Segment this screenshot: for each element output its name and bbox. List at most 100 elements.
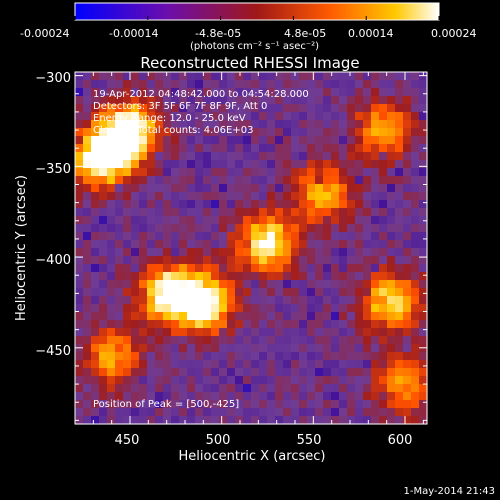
heatmap-cell	[267, 112, 276, 121]
heatmap-cell	[91, 72, 100, 81]
heatmap-cell	[195, 96, 204, 105]
heatmap-cell	[283, 160, 292, 169]
heatmap-cell	[195, 384, 204, 393]
heatmap-cell	[267, 176, 276, 185]
heatmap-cell	[299, 384, 308, 393]
heatmap-cell	[203, 312, 212, 321]
heatmap-cell	[371, 240, 380, 249]
heatmap-cell	[187, 264, 196, 273]
heatmap-cell	[211, 168, 220, 177]
heatmap-cell	[203, 160, 212, 169]
heatmap-cell	[187, 80, 196, 89]
heatmap-cell	[307, 152, 316, 161]
heatmap-cell	[259, 216, 268, 225]
heatmap-cell	[131, 120, 140, 129]
heatmap-cell	[99, 264, 108, 273]
heatmap-cell	[251, 72, 260, 81]
heatmap-cell	[243, 336, 252, 345]
heatmap-cell	[339, 248, 348, 257]
heatmap-cell	[179, 216, 188, 225]
colorbar-tick-label: -4.8e-05	[195, 27, 241, 40]
heatmap-cell	[91, 336, 100, 345]
heatmap-cell	[251, 192, 260, 201]
heatmap-cell	[155, 320, 164, 329]
heatmap-cell	[107, 400, 116, 409]
heatmap-cell	[379, 320, 388, 329]
heatmap-cell	[107, 312, 116, 321]
heatmap-cell	[299, 360, 308, 369]
heatmap-cell	[91, 144, 100, 153]
heatmap-cell	[219, 128, 228, 137]
heatmap-cell	[163, 240, 172, 249]
heatmap-cell	[99, 320, 108, 329]
heatmap-cell	[307, 200, 316, 209]
heatmap-cell	[131, 368, 140, 377]
heatmap-cell	[379, 144, 388, 153]
heatmap-cell	[195, 184, 204, 193]
heatmap-cell	[275, 128, 284, 137]
heatmap-cell	[371, 416, 380, 425]
heatmap-cell	[123, 360, 132, 369]
heatmap-cell	[235, 304, 244, 313]
heatmap-cell	[411, 352, 420, 361]
heatmap-cell	[259, 152, 268, 161]
heatmap-cell	[195, 296, 204, 305]
heatmap-cell	[75, 416, 84, 425]
heatmap-cell	[363, 112, 372, 121]
heatmap-cell	[123, 200, 132, 209]
heatmap-cell	[139, 208, 148, 217]
heatmap-cell	[307, 72, 316, 81]
heatmap-cell	[131, 352, 140, 361]
heatmap-cell	[75, 336, 84, 345]
heatmap-cell	[355, 352, 364, 361]
heatmap-cell	[363, 184, 372, 193]
heatmap-cell	[155, 296, 164, 305]
heatmap-cell	[379, 272, 388, 281]
heatmap-cell	[107, 216, 116, 225]
heatmap-cell	[291, 96, 300, 105]
heatmap-cell	[195, 152, 204, 161]
heatmap-cell	[171, 192, 180, 201]
heatmap-cell	[195, 224, 204, 233]
heatmap-cell	[419, 240, 428, 249]
heatmap-cell	[219, 360, 228, 369]
heatmap-cell	[195, 328, 204, 337]
heatmap-cell	[307, 264, 316, 273]
heatmap-cell	[75, 384, 84, 393]
heatmap-cell	[203, 120, 212, 129]
heatmap-cell	[323, 360, 332, 369]
heatmap-cell	[139, 344, 148, 353]
heatmap-cell	[411, 360, 420, 369]
heatmap-cell	[83, 344, 92, 353]
heatmap-cell	[187, 368, 196, 377]
heatmap-cell	[355, 416, 364, 425]
heatmap-cell	[283, 288, 292, 297]
heatmap-cell	[107, 320, 116, 329]
heatmap-cell	[123, 408, 132, 417]
heatmap-cell	[179, 104, 188, 113]
heatmap-cell	[203, 248, 212, 257]
heatmap-cell	[315, 208, 324, 217]
heatmap-cell	[387, 160, 396, 169]
heatmap-cell	[139, 80, 148, 89]
heatmap-cell	[275, 352, 284, 361]
heatmap-cell	[115, 328, 124, 337]
heatmap-cell	[99, 136, 108, 145]
heatmap-cell	[235, 160, 244, 169]
heatmap-cell	[339, 168, 348, 177]
heatmap-cell	[219, 328, 228, 337]
heatmap-cell	[235, 400, 244, 409]
heatmap-cell	[147, 376, 156, 385]
heatmap-cell	[227, 256, 236, 265]
heatmap-cell	[403, 280, 412, 289]
heatmap-cell	[147, 304, 156, 313]
heatmap-cell	[323, 152, 332, 161]
heatmap-cell	[323, 344, 332, 353]
heatmap-cell	[115, 408, 124, 417]
heatmap-cell	[331, 176, 340, 185]
heatmap-cell	[83, 216, 92, 225]
heatmap-cell	[107, 304, 116, 313]
heatmap-cell	[187, 168, 196, 177]
heatmap-cell	[387, 216, 396, 225]
heatmap-cell	[379, 392, 388, 401]
